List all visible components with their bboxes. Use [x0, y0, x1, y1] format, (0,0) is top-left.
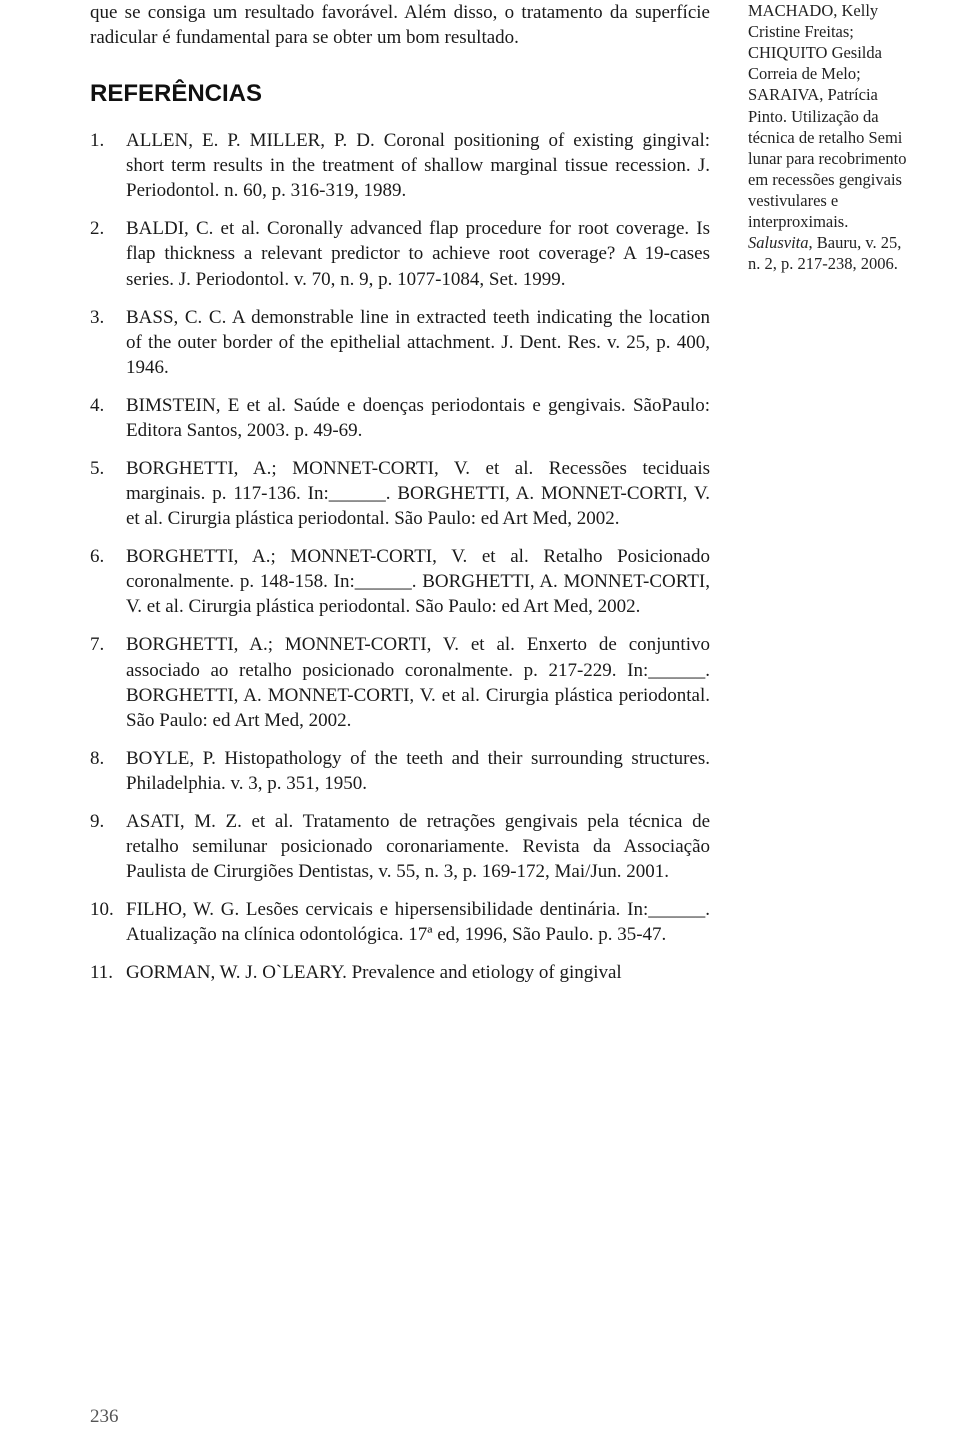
page-number: 236: [90, 1406, 119, 1428]
page: que se consiga um resultado favorável. A…: [0, 0, 960, 1454]
reference-item: BORGHETTI, A.; MONNET-CORTI, V. et al. R…: [90, 544, 710, 619]
reference-item: BIMSTEIN, E et al. Saúde e doenças perio…: [90, 393, 710, 443]
side-authors: MACHADO, Kelly Cristine Freitas; CHIQUIT…: [748, 1, 907, 231]
reference-list-continued: FILHO, W. G. Lesões cervicais e hipersen…: [90, 897, 710, 985]
reference-item: BORGHETTI, A.; MONNET-CORTI, V. et al. R…: [90, 456, 710, 531]
reference-item: BORGHETTI, A.; MONNET-CORTI, V. et al. E…: [90, 632, 710, 732]
reference-item: GORMAN, W. J. O`LEARY. Prevalence and et…: [90, 960, 710, 985]
reference-item: ALLEN, E. P. MILLER, P. D. Coronal posit…: [90, 128, 710, 203]
reference-item: BALDI, C. et al. Coronally advanced flap…: [90, 216, 710, 291]
references-heading: REFERÊNCIAS: [90, 80, 710, 108]
reference-item: BASS, C. C. A demonstrable line in extra…: [90, 305, 710, 380]
intro-paragraph: que se consiga um resultado favorável. A…: [90, 0, 710, 50]
reference-item: FILHO, W. G. Lesões cervicais e hipersen…: [90, 897, 710, 947]
side-journal: Salusvita: [748, 233, 809, 252]
reference-item: BOYLE, P. Histopathology of the teeth an…: [90, 746, 710, 796]
side-citation: MACHADO, Kelly Cristine Freitas; CHIQUIT…: [748, 0, 910, 274]
reference-list: ALLEN, E. P. MILLER, P. D. Coronal posit…: [90, 128, 710, 884]
main-column: que se consiga um resultado favorável. A…: [90, 0, 710, 998]
reference-item: ASATI, M. Z. et al. Tratamento de retraç…: [90, 809, 710, 884]
